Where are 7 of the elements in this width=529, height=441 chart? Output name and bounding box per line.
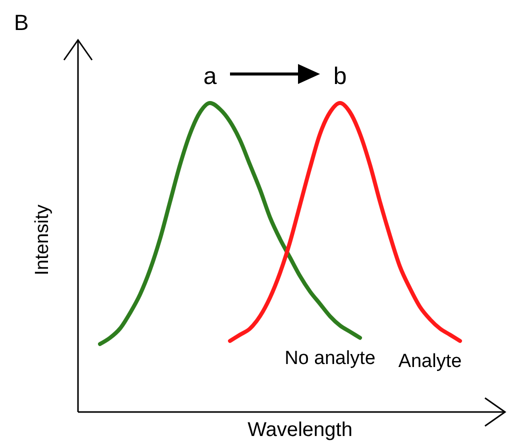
text: b: [333, 63, 347, 90]
chart-title: B: [14, 10, 29, 35]
series-label: Analyte: [398, 350, 462, 372]
x-axis-title: Wavelength: [248, 419, 352, 441]
y-axis-title: Intensity: [32, 204, 53, 276]
text: a: [203, 63, 218, 90]
series-label: No analyte: [284, 348, 376, 369]
